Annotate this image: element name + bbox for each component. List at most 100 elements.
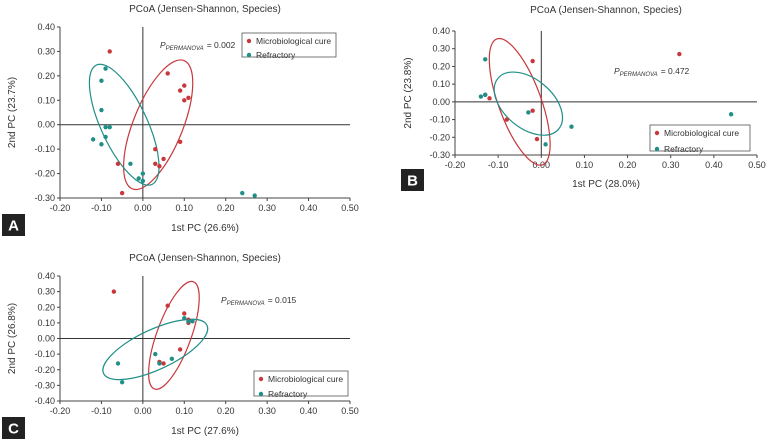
data-point-refractory [478,94,484,99]
data-point-refractory [115,361,121,366]
confidence-ellipse-refractory [493,71,564,136]
x-tick-label: 0.50 [341,406,359,416]
y-tick-label: 0.00 [37,120,55,130]
data-point-cure [534,136,540,142]
x-axis-label: 1st PC (26.6%) [171,223,239,234]
data-point-refractory [569,124,574,129]
x-tick-label: 0.40 [300,203,318,213]
permanova-p: P [614,66,620,76]
data-point-cure [182,311,187,316]
panel-label-box [401,169,424,191]
data-point-cure [177,88,183,93]
panel-label-box [2,214,25,236]
y-tick-label: 0.10 [37,95,55,105]
data-point-refractory [169,356,175,362]
x-tick-label: 0.10 [176,203,194,213]
y-tick-label: 0.30 [432,44,450,54]
data-point-cure [161,156,166,162]
x-tick-label: 0.20 [619,160,637,170]
legend-label-refractory: Refractory [664,144,704,154]
legend-label-cure: Microbiological cure [664,128,739,138]
legend-label-cure: Microbiological cure [268,374,343,384]
y-tick-label: -0.20 [429,132,450,142]
legend-box [649,124,751,152]
data-point-refractory [240,190,245,196]
permanova-p: P [221,295,227,305]
y-axis-label: 2nd PC (26.8%) [7,303,18,374]
legend-marker-cure [246,38,252,44]
y-tick-label: -0.10 [34,349,55,359]
x-tick-label: -0.20 [50,406,71,416]
data-point-cure [107,49,112,54]
data-point-refractory [543,142,548,147]
data-point-refractory [182,315,187,321]
data-point-cure [153,161,158,166]
x-tick-label: 0.40 [300,406,318,416]
confidence-ellipse-cure [123,59,194,191]
x-tick-label: -0.10 [91,406,112,416]
x-axis-label: 1st PC (28.0%) [572,179,640,190]
panel-a: PCoA (Jensen-Shannon, Species) -0.20 -0.10… [2,4,359,236]
y-tick-label: 0.00 [37,334,55,344]
data-point-refractory [99,78,104,83]
x-tick-label: 0.30 [258,406,276,416]
x-axis-label: 1st PC (27.6%) [171,426,239,437]
panel-label: C [8,421,19,438]
data-point-cure [182,83,187,88]
y-tick-label: 0.00 [432,97,450,107]
confidence-ellipse-cure [488,37,551,166]
legend: Microbiological cure Refractory [649,124,751,154]
y-tick-label: 0.10 [37,318,55,328]
y-tick-label: -0.10 [34,144,55,154]
y-tick-label: -0.40 [34,396,55,406]
x-tick-label: 0.30 [662,160,680,170]
data-point-cure [530,108,535,113]
y-tick-label: -0.20 [34,169,55,179]
data-point-refractory [140,178,146,184]
data-point-cure [177,347,183,352]
data-point-cure [182,98,187,103]
permanova-annotation: PPERMANOVA = 0.015 [221,295,297,307]
permanova-annotation: PPERMANOVA = 0.002 [160,40,236,52]
data-point-cure [111,289,117,294]
panel-c: PCoA (Jensen-Shannon, Species) -0.20 -0.10… [2,253,359,439]
permanova-annotation: PPERMANOVA = 0.472 [614,66,690,78]
chart-title: PCoA (Jensen-Shannon, Species) [129,4,281,15]
permanova-value: = 0.472 [661,66,690,76]
legend-box [241,32,337,58]
data-point-cure [115,161,121,166]
y-tick-label: -0.20 [34,365,55,375]
data-point-cure [177,139,183,145]
data-point-cure [161,361,166,366]
legend-marker-cure [654,130,660,136]
legend: Microbiological cure Refractory [241,32,337,60]
x-tick-label: 0.20 [217,406,235,416]
legend-label-refractory: Refractory [268,389,308,399]
permanova-p: P [160,40,166,50]
confidence-ellipse-cure [148,280,200,390]
permanova-value: = 0.002 [207,40,236,50]
y-tick-label: 0.20 [432,61,450,71]
chart-title: PCoA (Jensen-Shannon, Species) [129,253,281,264]
y-tick-label: 0.40 [37,22,55,32]
data-point-cure [186,95,191,101]
data-point-cure [119,190,125,196]
y-tick-label: -0.30 [429,150,450,160]
x-tick-label: 0.30 [258,203,276,213]
data-point-refractory [186,319,191,324]
y-tick-label: -0.10 [429,115,450,125]
x-tick-label: 0.40 [705,160,723,170]
data-point-refractory [190,319,195,324]
legend-marker-refractory [246,52,252,58]
y-tick-label: 0.30 [37,287,55,297]
legend: Microbiological cure Refractory [253,370,349,399]
data-point-cure [165,71,170,76]
permanova-subscript: PERMANOVA [620,72,658,78]
data-point-refractory [483,57,488,62]
data-point-cure [504,117,509,122]
data-point-cure [530,58,535,64]
x-tick-label: 0.20 [217,203,235,213]
data-point-refractory [119,380,125,385]
data-point-refractory [252,193,257,198]
x-tick-label: 0.50 [748,160,766,170]
